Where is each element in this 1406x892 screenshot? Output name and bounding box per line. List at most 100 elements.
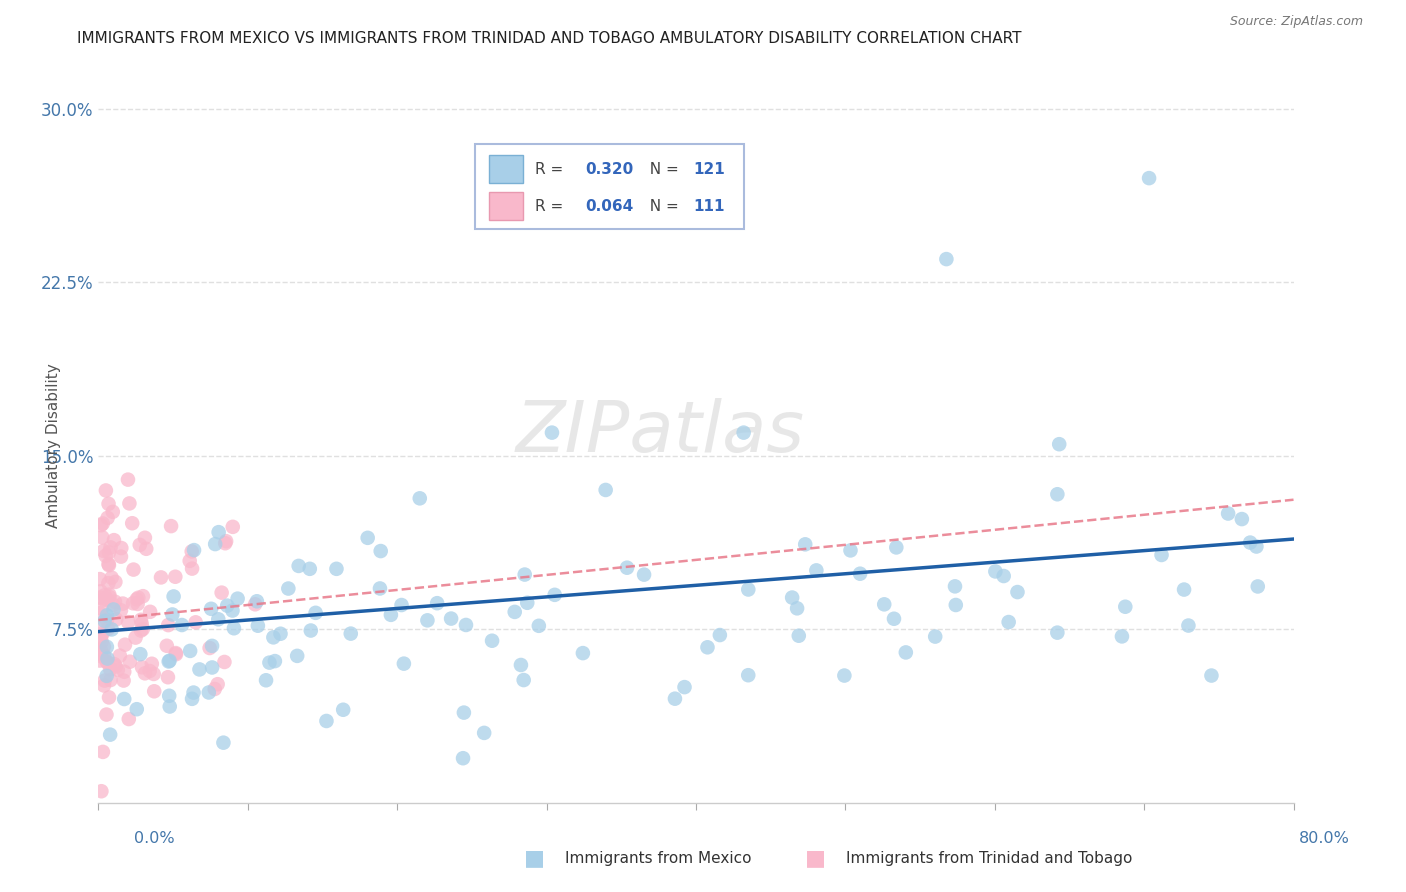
Point: [157, 655, 180, 669]
Point: [90, 649, 112, 664]
Point: [204, 537, 226, 551]
Point: [138, 664, 160, 678]
Text: 0.320: 0.320: [585, 161, 633, 177]
Point: [170, 618, 193, 632]
Point: [90, 784, 112, 798]
Point: [513, 567, 536, 582]
Text: 0.064: 0.064: [585, 199, 633, 213]
Point: [104, 659, 127, 673]
Point: [370, 544, 392, 558]
Point: [129, 647, 152, 661]
Point: [101, 598, 124, 612]
Point: [129, 613, 152, 627]
Point: [165, 646, 187, 660]
Point: [96, 707, 118, 722]
Point: [304, 606, 326, 620]
Point: [96, 651, 118, 665]
Point: [259, 656, 281, 670]
Point: [503, 605, 526, 619]
Point: [270, 626, 292, 640]
Point: [97, 497, 120, 511]
Point: [1246, 540, 1268, 554]
Point: [217, 599, 239, 613]
Point: [118, 712, 141, 726]
Point: [117, 615, 139, 629]
Point: [315, 714, 337, 728]
Point: [204, 681, 226, 696]
Point: [262, 631, 284, 645]
Point: [181, 691, 204, 706]
Point: [339, 626, 361, 640]
Point: [849, 566, 872, 581]
Point: [243, 597, 266, 611]
Point: [454, 618, 477, 632]
Point: [165, 570, 187, 584]
Point: [1137, 171, 1160, 186]
Point: [214, 536, 236, 550]
Point: [91, 516, 114, 531]
Point: [633, 567, 655, 582]
Point: [129, 624, 152, 638]
Point: [839, 543, 862, 558]
Point: [780, 591, 803, 605]
Point: [157, 618, 180, 632]
Text: ■: ■: [524, 848, 544, 868]
Point: [124, 631, 146, 645]
Point: [118, 655, 141, 669]
Point: [110, 603, 132, 617]
Point: [122, 596, 145, 610]
Point: [93, 640, 115, 654]
Point: [132, 622, 155, 636]
Point: [134, 531, 156, 545]
Point: [96, 613, 118, 627]
Point: [200, 602, 222, 616]
Point: [96, 640, 118, 654]
Text: Immigrants from Mexico: Immigrants from Mexico: [565, 851, 752, 865]
Point: [516, 596, 538, 610]
Point: [89, 607, 111, 621]
Point: [150, 570, 173, 584]
Point: [157, 689, 180, 703]
Point: [91, 745, 114, 759]
Point: [103, 533, 125, 548]
Point: [188, 662, 211, 676]
Point: [141, 657, 163, 671]
Point: [93, 648, 115, 663]
Point: [100, 571, 122, 585]
Point: [212, 736, 235, 750]
Point: [1177, 618, 1199, 632]
Point: [1111, 629, 1133, 643]
Point: [179, 554, 201, 568]
Point: [1047, 437, 1070, 451]
Point: [883, 612, 905, 626]
Point: [409, 491, 432, 506]
Text: 80.0%: 80.0%: [1299, 831, 1350, 846]
Point: [103, 602, 125, 616]
Point: [110, 541, 132, 555]
Point: [541, 425, 564, 440]
Point: [121, 516, 143, 531]
Point: [786, 601, 808, 615]
Point: [162, 590, 184, 604]
Text: Immigrants from Trinidad and Tobago: Immigrants from Trinidad and Tobago: [846, 851, 1133, 865]
Point: [325, 562, 347, 576]
Point: [134, 666, 156, 681]
Point: [453, 706, 475, 720]
Point: [179, 644, 201, 658]
Point: [93, 592, 115, 607]
Text: Ambulatory Disability: Ambulatory Disability: [46, 364, 60, 528]
Point: [107, 663, 129, 677]
Point: [834, 668, 856, 682]
Point: [1247, 579, 1270, 593]
Point: [90, 631, 112, 645]
Point: [368, 582, 391, 596]
Point: [91, 626, 114, 640]
Point: [96, 669, 118, 683]
Point: [128, 538, 150, 552]
Point: [664, 691, 686, 706]
Point: [208, 525, 231, 540]
Point: [90, 620, 112, 634]
Point: [112, 692, 135, 706]
Point: [131, 616, 153, 631]
Point: [93, 614, 115, 628]
